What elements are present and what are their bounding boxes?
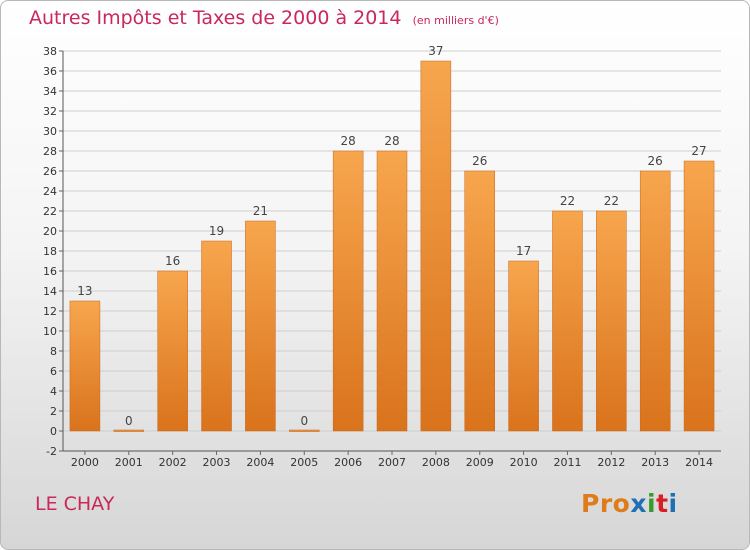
commune-name: LE CHAY	[35, 493, 115, 515]
data-label: 22	[604, 194, 619, 208]
x-tick-label: 2009	[466, 456, 494, 469]
data-label: 28	[384, 134, 399, 148]
data-label: 26	[648, 154, 663, 168]
y-tick-label: 12	[43, 305, 57, 318]
proxiti-logo: Proxiti	[581, 489, 678, 518]
bar	[508, 260, 539, 432]
data-label: 0	[125, 414, 133, 428]
y-tick-label: 8	[50, 345, 57, 358]
data-label: 27	[691, 144, 706, 158]
chart-title: Autres Impôts et Taxes de 2000 à 2014	[29, 7, 402, 29]
x-tick-label: 2001	[115, 456, 143, 469]
data-label: 0	[300, 414, 308, 428]
bar	[113, 429, 145, 432]
x-tick-label: 2006	[334, 456, 362, 469]
logo-letter: P	[581, 489, 600, 518]
y-tick-label: 6	[50, 365, 57, 378]
y-tick-label: 30	[43, 125, 57, 138]
x-tick-label: 2004	[246, 456, 274, 469]
chart-title-block: Autres Impôts et Taxes de 2000 à 2014 (e…	[29, 7, 499, 29]
logo-letter: t	[656, 489, 669, 518]
y-tick-label: 34	[43, 85, 57, 98]
bar	[596, 210, 627, 432]
logo-letter: r	[599, 489, 613, 518]
y-tick-label: 0	[50, 425, 57, 438]
x-tick-label: 2003	[203, 456, 231, 469]
x-tick-label: 2010	[510, 456, 538, 469]
y-tick-label: 2	[50, 405, 57, 418]
data-label: 17	[516, 244, 531, 258]
bar	[683, 160, 715, 432]
bar	[639, 170, 671, 432]
bar	[464, 170, 495, 432]
x-tick-label: 2005	[290, 456, 318, 469]
bar	[201, 240, 232, 432]
x-tick-label: 2012	[597, 456, 625, 469]
bar	[289, 429, 320, 432]
y-tick-label: 28	[43, 145, 57, 158]
y-tick-label: 32	[43, 105, 57, 118]
logo-letter: i	[647, 489, 657, 518]
bar	[157, 270, 188, 432]
logo-letter: x	[630, 489, 647, 518]
x-tick-label: 2014	[685, 456, 713, 469]
bar	[376, 150, 408, 432]
y-tick-label: 26	[43, 165, 57, 178]
x-tick-label: 2011	[553, 456, 581, 469]
data-label: 21	[253, 204, 268, 218]
data-label: 37	[428, 44, 443, 58]
y-tick-label: -2	[46, 445, 57, 458]
y-tick-label: 36	[43, 65, 57, 78]
y-tick-label: 38	[43, 45, 57, 58]
x-tick-label: 2002	[159, 456, 187, 469]
y-tick-label: 20	[43, 225, 57, 238]
bar	[552, 210, 583, 432]
x-tick-label: 2007	[378, 456, 406, 469]
y-tick-label: 16	[43, 265, 57, 278]
y-tick-label: 4	[50, 385, 57, 398]
data-label: 16	[165, 254, 180, 268]
bar	[332, 150, 364, 432]
chart-subtitle: (en milliers d'€)	[412, 14, 499, 27]
bar	[245, 220, 276, 432]
data-label: 19	[209, 224, 224, 238]
bar	[420, 60, 452, 432]
logo-letter: o	[612, 489, 631, 518]
data-label: 28	[340, 134, 355, 148]
y-tick-label: 22	[43, 205, 57, 218]
x-tick-label: 2000	[71, 456, 99, 469]
x-tick-label: 2008	[422, 456, 450, 469]
y-tick-label: 18	[43, 245, 57, 258]
x-tick-label: 2013	[641, 456, 669, 469]
logo-letter: i	[668, 489, 678, 518]
data-label: 26	[472, 154, 487, 168]
y-tick-label: 14	[43, 285, 57, 298]
y-tick-label: 24	[43, 185, 57, 198]
y-tick-label: 10	[43, 325, 57, 338]
data-label: 22	[560, 194, 575, 208]
data-label: 13	[77, 284, 92, 298]
bar	[69, 300, 101, 432]
